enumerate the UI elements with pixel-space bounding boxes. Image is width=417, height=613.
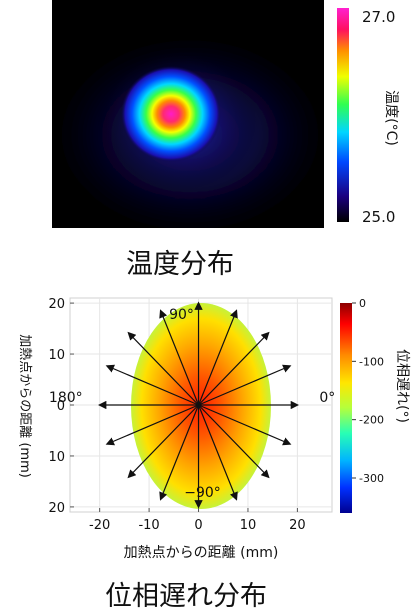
y-tick-label: 0 [57, 399, 65, 414]
y-tick-label: 20 [48, 297, 65, 312]
angle-label: 180° [49, 390, 83, 406]
phase-colorbar-title: 位相遅れ(°) [394, 349, 410, 423]
y-ticks: 20 10 0 10 20 [48, 297, 74, 516]
x-tick-label: -10 [138, 518, 159, 533]
y-tick-label: 10 [48, 450, 65, 465]
temp-max-label: 27.0 [362, 8, 395, 26]
direction-arrow [159, 309, 200, 406]
y-axis-label: 加熱点からの距離 (mm) [17, 334, 32, 478]
direction-arrow [198, 404, 292, 446]
x-tick-label: 0 [194, 518, 202, 533]
direction-arrow [127, 404, 199, 479]
hotspot [121, 66, 221, 162]
direction-arrow [198, 404, 270, 479]
direction-arrow [197, 404, 238, 501]
x-axis-label: 加熱点からの距離 (mm) [124, 544, 279, 561]
x-tick-label: 10 [240, 518, 257, 533]
temp-min-label: 25.0 [362, 208, 395, 226]
temperature-colorbar-title: 温度(°C) [383, 90, 399, 146]
phase-colorbar [340, 303, 352, 513]
phase-caption: 位相遅れ分布 [105, 581, 267, 612]
angle-label: 90° [169, 307, 194, 323]
colorbar-tick-label: -200 [359, 414, 384, 427]
colorbar-tick-label: -100 [359, 355, 384, 368]
angle-labels: 0° 90° 180° −90° [49, 307, 335, 501]
colorbar-tick-label: -300 [359, 472, 384, 485]
thermal-caption: 温度分布 [126, 249, 234, 280]
y-tick-label: 10 [48, 348, 65, 363]
direction-arrow [198, 364, 292, 406]
angle-label: 0° [319, 390, 335, 406]
y-tick-label: 20 [48, 501, 65, 516]
direction-arrow [159, 404, 200, 501]
temperature-colorbar [337, 8, 349, 222]
x-tick-label: 20 [289, 518, 306, 533]
direction-arrow [197, 309, 238, 406]
angle-label: −90° [184, 485, 221, 501]
direction-arrow [105, 404, 199, 446]
thermal-panel: 27.0 25.0 温度(°C) [52, 0, 399, 228]
direction-arrow [127, 331, 199, 406]
direction-arrow [105, 364, 199, 406]
direction-arrow [198, 331, 270, 406]
direction-arrows [97, 301, 300, 509]
x-tick-label: -20 [89, 518, 110, 533]
colorbar-tick-label: 0 [359, 297, 366, 310]
x-ticks: -20 -10 0 10 20 [89, 508, 306, 533]
phase-colorbar-ticks: 0 -100 -200 -300 [352, 297, 384, 485]
